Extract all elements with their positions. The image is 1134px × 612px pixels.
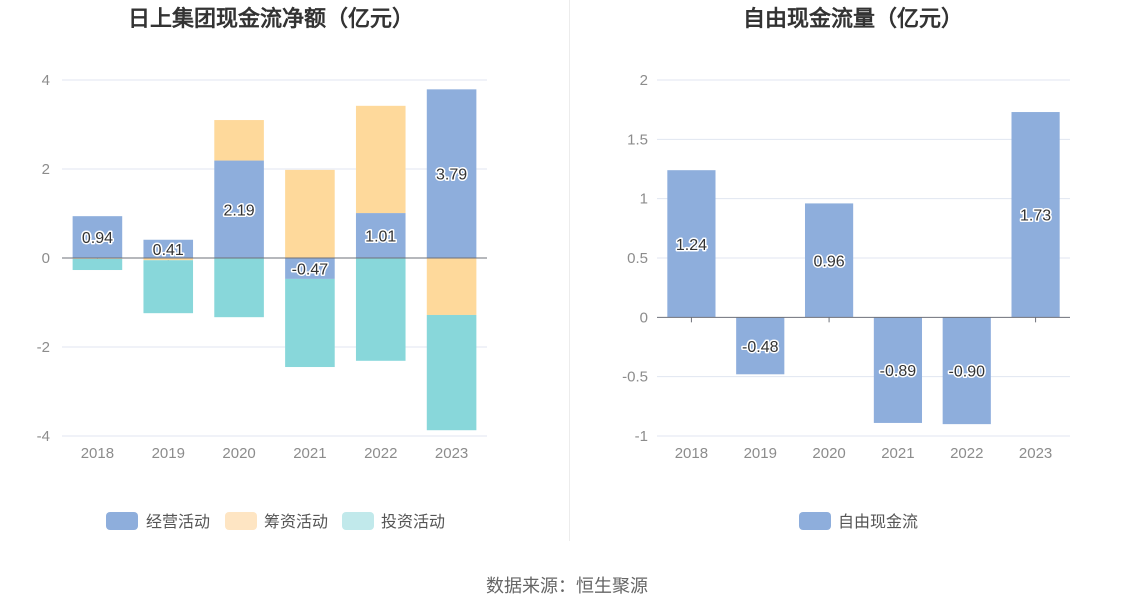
legend-swatch	[106, 512, 138, 530]
legend-label: 投资活动	[381, 513, 445, 531]
y-tick-label: -1	[635, 428, 648, 445]
bar-investing-activities-2021	[285, 278, 335, 368]
bar-free-cash-flow-2023	[1011, 112, 1060, 318]
legend-swatch	[225, 512, 257, 530]
bar-operating-activities-2018	[72, 216, 123, 258]
x-tick-label: 2020	[812, 445, 845, 462]
y-tick-label: -2	[37, 339, 50, 356]
x-tick-label: 2022	[950, 445, 983, 462]
data-label-operating-activities-2020: 2.19	[224, 202, 255, 219]
x-tick-label: 2019	[152, 445, 185, 462]
legend-item-operating-activities[interactable]: 经营活动	[106, 512, 210, 531]
y-tick-label: 0.5	[627, 250, 648, 267]
legend-label: 筹资活动	[264, 513, 328, 531]
legend: 经营活动 筹资活动 投资活动	[106, 512, 445, 531]
legend-label: 经营活动	[146, 513, 210, 531]
bar-operating-activities-2022	[355, 213, 406, 258]
bar-financing-activities-2020	[214, 120, 264, 161]
data-label-free-cash-flow-2018: 1.24	[676, 237, 707, 254]
chart-title: 自由现金流量（亿元）	[743, 6, 963, 31]
x-tick-label: 2023	[1019, 445, 1052, 462]
y-tick-label: 2	[42, 161, 50, 178]
x-tick-label: 2018	[675, 445, 708, 462]
y-tick-label: 4	[42, 72, 50, 89]
free-cash-flow-chart: 自由现金流量（亿元） 2 1.5 1 0.5 0 -0.5 -1 2018 2019 2020 20…	[622, 6, 1070, 531]
bar-investing-activities-2018	[72, 258, 123, 271]
bar-financing-activities-2021	[285, 169, 335, 258]
y-tick-label: 0	[42, 250, 50, 267]
bar-investing-activities-2023	[426, 314, 477, 431]
bar-operating-activities-2019	[143, 239, 194, 258]
data-label-free-cash-flow-2021: -0.89	[880, 363, 917, 380]
x-tick-label: 2018	[81, 445, 114, 462]
data-label-operating-activities-2019: 0.41	[153, 242, 184, 259]
plot-area: 2 1.5 1 0.5 0 -0.5 -1 2018 2019 2020 2021 2022 2023 1…	[622, 72, 1070, 462]
data-label-free-cash-flow-2020: 0.96	[814, 253, 845, 270]
y-tick-label: 1	[640, 191, 648, 208]
bar-operating-activities-2023	[426, 89, 477, 258]
bar-operating-activities-2020	[214, 160, 264, 258]
legend-swatch	[799, 512, 831, 530]
data-label-operating-activities-2021: -0.47	[292, 261, 329, 278]
legend: 自由现金流	[799, 512, 918, 531]
y-tick-label: -4	[37, 428, 50, 445]
bar-investing-activities-2020	[214, 258, 264, 318]
y-tick-label: 1.5	[627, 131, 648, 148]
legend-item-free-cash-flow[interactable]: 自由现金流	[799, 512, 918, 531]
x-tick-label: 2021	[293, 445, 326, 462]
bar-free-cash-flow-2018	[667, 170, 716, 318]
legend-item-investing-activities[interactable]: 投资活动	[342, 512, 445, 531]
x-tick-label: 2023	[435, 445, 468, 462]
data-label-free-cash-flow-2022: -0.90	[949, 364, 986, 381]
plot-area: 4 2 0 -2 -4 2018 2019 2020 2021 2022 2023 0.94 0.41 2…	[37, 72, 487, 462]
x-tick-label: 2021	[881, 445, 914, 462]
data-source-note: 数据来源：恒生聚源	[486, 576, 648, 596]
bar-free-cash-flow-2020	[804, 203, 854, 318]
bar-free-cash-flow-2019	[736, 317, 785, 375]
bar-investing-activities-2022	[355, 258, 406, 361]
bar-operating-activities-2021	[285, 258, 335, 279]
y-tick-label: -0.5	[622, 369, 648, 386]
data-label-operating-activities-2018: 0.94	[82, 230, 113, 247]
bar-free-cash-flow-2021	[873, 317, 923, 423]
chart-title: 日上集团现金流净额（亿元）	[128, 6, 414, 31]
legend-item-financing-activities[interactable]: 筹资活动	[225, 512, 328, 531]
x-tick-label: 2019	[744, 445, 777, 462]
x-tick-label: 2020	[222, 445, 255, 462]
bar-financing-activities-2023	[426, 258, 477, 315]
data-label-operating-activities-2023: 3.79	[436, 167, 467, 184]
legend-swatch	[342, 512, 374, 530]
y-tick-label: 0	[640, 309, 648, 326]
data-label-free-cash-flow-2019: -0.48	[742, 339, 779, 356]
bar-financing-activities-2022	[355, 105, 406, 214]
bar-financing-activities-2019	[143, 258, 194, 261]
bar-free-cash-flow-2022	[942, 317, 991, 425]
legend-label: 自由现金流	[838, 513, 918, 531]
net-cash-flow-chart: 日上集团现金流净额（亿元） 4 2 0 -2 -4 2018 2019 2020 2021 202…	[37, 6, 487, 531]
data-label-operating-activities-2022: 1.01	[365, 229, 396, 246]
x-tick-label: 2022	[364, 445, 397, 462]
data-label-free-cash-flow-2023: 1.73	[1020, 208, 1051, 225]
y-tick-label: 2	[640, 72, 648, 89]
bar-investing-activities-2019	[143, 260, 194, 314]
